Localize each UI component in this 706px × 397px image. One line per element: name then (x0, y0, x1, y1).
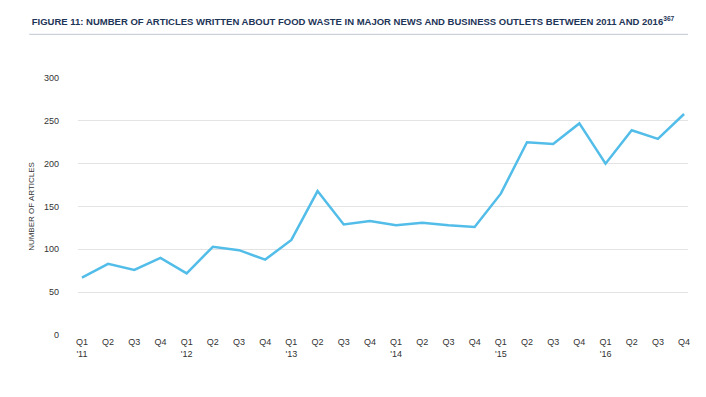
svg-text:Q3: Q3 (338, 337, 350, 347)
svg-text:250: 250 (44, 116, 59, 126)
svg-text:Q4: Q4 (678, 337, 690, 347)
svg-text:Q2: Q2 (312, 337, 324, 347)
svg-text:Q1'12: Q1'12 (181, 337, 193, 359)
svg-text:Q1'13: Q1'13 (285, 337, 297, 359)
svg-text:Q4: Q4 (154, 337, 166, 347)
svg-text:Q4: Q4 (573, 337, 585, 347)
svg-text:Q4: Q4 (259, 337, 271, 347)
svg-text:FIGURE 11: NUMBER OF ARTICLES: FIGURE 11: NUMBER OF ARTICLES WRITTEN AB… (32, 15, 675, 27)
svg-text:Q2: Q2 (102, 337, 114, 347)
svg-text:Q3: Q3 (547, 337, 559, 347)
svg-text:0: 0 (54, 330, 59, 340)
svg-text:50: 50 (49, 287, 59, 297)
svg-text:100: 100 (44, 244, 59, 254)
svg-text:Q1'16: Q1'16 (600, 337, 612, 359)
svg-text:Q1'14: Q1'14 (390, 337, 402, 359)
svg-text:150: 150 (44, 202, 59, 212)
svg-text:Q4: Q4 (469, 337, 481, 347)
svg-text:NUMBER OF ARTICLES: NUMBER OF ARTICLES (27, 162, 36, 251)
svg-text:Q2: Q2 (626, 337, 638, 347)
svg-text:Q3: Q3 (128, 337, 140, 347)
svg-text:200: 200 (44, 159, 59, 169)
svg-text:Q4: Q4 (364, 337, 376, 347)
svg-text:Q1'15: Q1'15 (495, 337, 507, 359)
svg-text:Q3: Q3 (442, 337, 454, 347)
svg-text:Q3: Q3 (233, 337, 245, 347)
svg-text:300: 300 (44, 73, 59, 83)
svg-text:Q2: Q2 (207, 337, 219, 347)
svg-text:Q2: Q2 (521, 337, 533, 347)
svg-text:Q2: Q2 (416, 337, 428, 347)
svg-text:Q1'11: Q1'11 (76, 337, 88, 359)
svg-text:Q3: Q3 (652, 337, 664, 347)
